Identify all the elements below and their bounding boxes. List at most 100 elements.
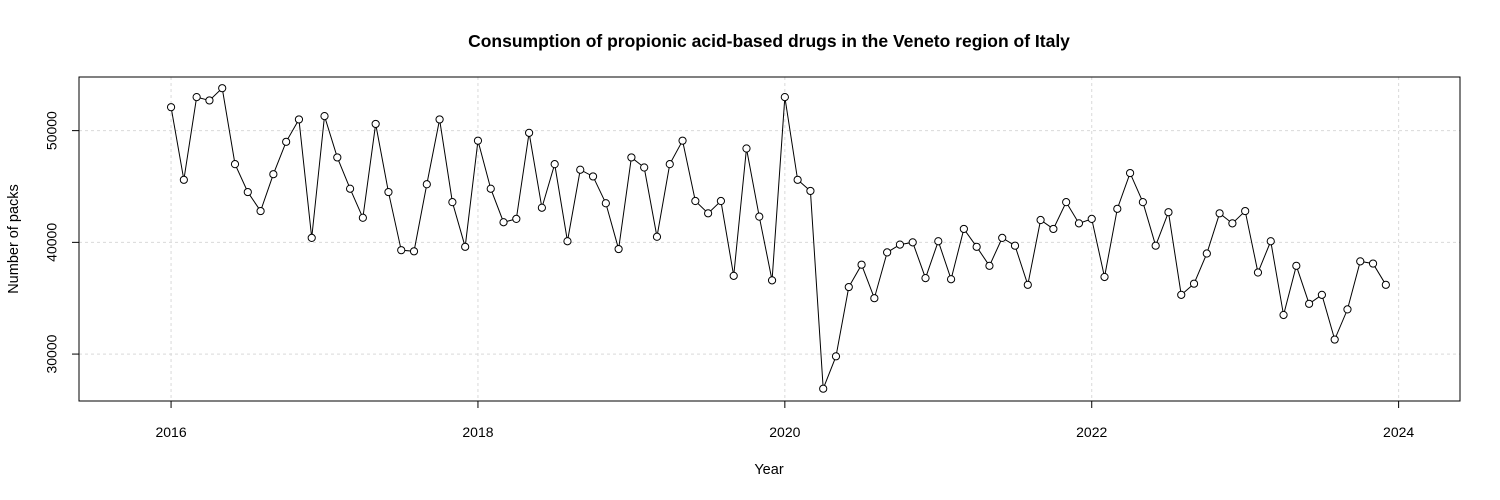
- data-point: [1036, 215, 1045, 225]
- data-point: [742, 144, 751, 153]
- data-point: [1087, 214, 1096, 223]
- data-point: [895, 240, 905, 249]
- data-point: [1074, 219, 1084, 228]
- data-point: [307, 233, 316, 242]
- data-point: [985, 261, 994, 270]
- data-point: [1151, 241, 1160, 250]
- data-point: [946, 275, 956, 284]
- data-point: [384, 187, 393, 197]
- x-axis: 2016 2018 2020 2022 2024: [155, 400, 1414, 440]
- data-point: [192, 93, 201, 102]
- data-point: [537, 203, 546, 212]
- data-points: [166, 84, 1390, 393]
- data-point: [1125, 168, 1135, 178]
- data-point: [333, 153, 342, 162]
- data-point: [883, 248, 892, 257]
- data-point: [256, 206, 265, 216]
- y-axis: 30000 40000 50000: [44, 111, 80, 374]
- data-point: [793, 175, 802, 184]
- x-tick-label: 2018: [462, 424, 493, 440]
- data-point: [448, 198, 457, 207]
- series-line: [170, 87, 1387, 389]
- chart-title: Consumption of propionic acid-based drug…: [468, 31, 1070, 51]
- data-point: [614, 244, 623, 254]
- data-point: [345, 184, 355, 193]
- y-tick-label: 50000: [44, 111, 60, 150]
- data-point: [1368, 259, 1378, 268]
- data-point: [205, 96, 214, 105]
- data-point: [1189, 279, 1199, 288]
- y-tick-label: 30000: [44, 334, 60, 373]
- data-point: [1356, 257, 1365, 266]
- data-point: [269, 170, 278, 179]
- data-point: [1164, 208, 1173, 217]
- data-point: [371, 119, 380, 129]
- data-point: [908, 238, 917, 247]
- data-point: [729, 271, 738, 280]
- data-point: [870, 294, 879, 303]
- data-point: [1177, 290, 1186, 299]
- data-point: [294, 115, 304, 124]
- data-point: [1138, 198, 1147, 207]
- data-point: [1330, 335, 1339, 344]
- data-point: [1343, 305, 1352, 314]
- data-point: [704, 209, 713, 218]
- data-point: [755, 212, 764, 221]
- data-point: [461, 242, 470, 251]
- data-point: [806, 186, 815, 196]
- data-point: [934, 237, 943, 246]
- data-point: [1202, 249, 1211, 258]
- data-point: [1049, 224, 1058, 234]
- data-point: [627, 153, 636, 162]
- data-point: [1279, 310, 1288, 320]
- data-point: [780, 93, 789, 102]
- data-point: [665, 160, 674, 169]
- data-point: [844, 282, 853, 292]
- data-point: [1023, 280, 1032, 289]
- data-point: [640, 163, 649, 172]
- data-point: [1381, 280, 1390, 289]
- data-point: [588, 172, 598, 181]
- data-point: [525, 128, 534, 137]
- y-tick-label: 40000: [44, 223, 60, 262]
- data-point: [563, 237, 572, 246]
- x-tick-label: 2024: [1383, 424, 1414, 440]
- x-tick-label: 2020: [769, 424, 800, 440]
- data-point: [397, 246, 406, 255]
- data-point: [1241, 206, 1250, 216]
- data-point: [1292, 261, 1301, 270]
- data-point: [921, 274, 930, 283]
- data-point: [691, 196, 700, 206]
- data-point: [358, 213, 367, 222]
- data-point: [435, 115, 444, 124]
- x-tick-label: 2022: [1076, 424, 1107, 440]
- data-point: [499, 218, 508, 227]
- data-point: [230, 160, 240, 169]
- data-point: [601, 199, 610, 208]
- data-point: [1100, 272, 1109, 282]
- x-axis-title: Year: [754, 462, 783, 478]
- data-point: [179, 175, 188, 184]
- data-point: [550, 160, 559, 169]
- data-point: [166, 103, 176, 112]
- data-point: [512, 214, 521, 223]
- plot-frame: [78, 76, 1461, 402]
- x-tick-label: 2016: [155, 424, 186, 440]
- data-point: [320, 112, 329, 121]
- data-point: [1266, 237, 1275, 246]
- data-point: [486, 184, 495, 193]
- data-point: [959, 224, 968, 234]
- data-point: [576, 165, 585, 174]
- data-point: [972, 242, 981, 251]
- data-point: [243, 187, 252, 197]
- data-point: [218, 84, 227, 93]
- data-point: [678, 136, 687, 145]
- grid: [79, 77, 1460, 401]
- data-point: [282, 137, 291, 146]
- data-point: [1305, 299, 1314, 308]
- data-point: [767, 276, 777, 285]
- data-point: [1317, 290, 1327, 299]
- data-point: [819, 384, 828, 393]
- data-point: [831, 352, 841, 361]
- data-point: [473, 136, 483, 145]
